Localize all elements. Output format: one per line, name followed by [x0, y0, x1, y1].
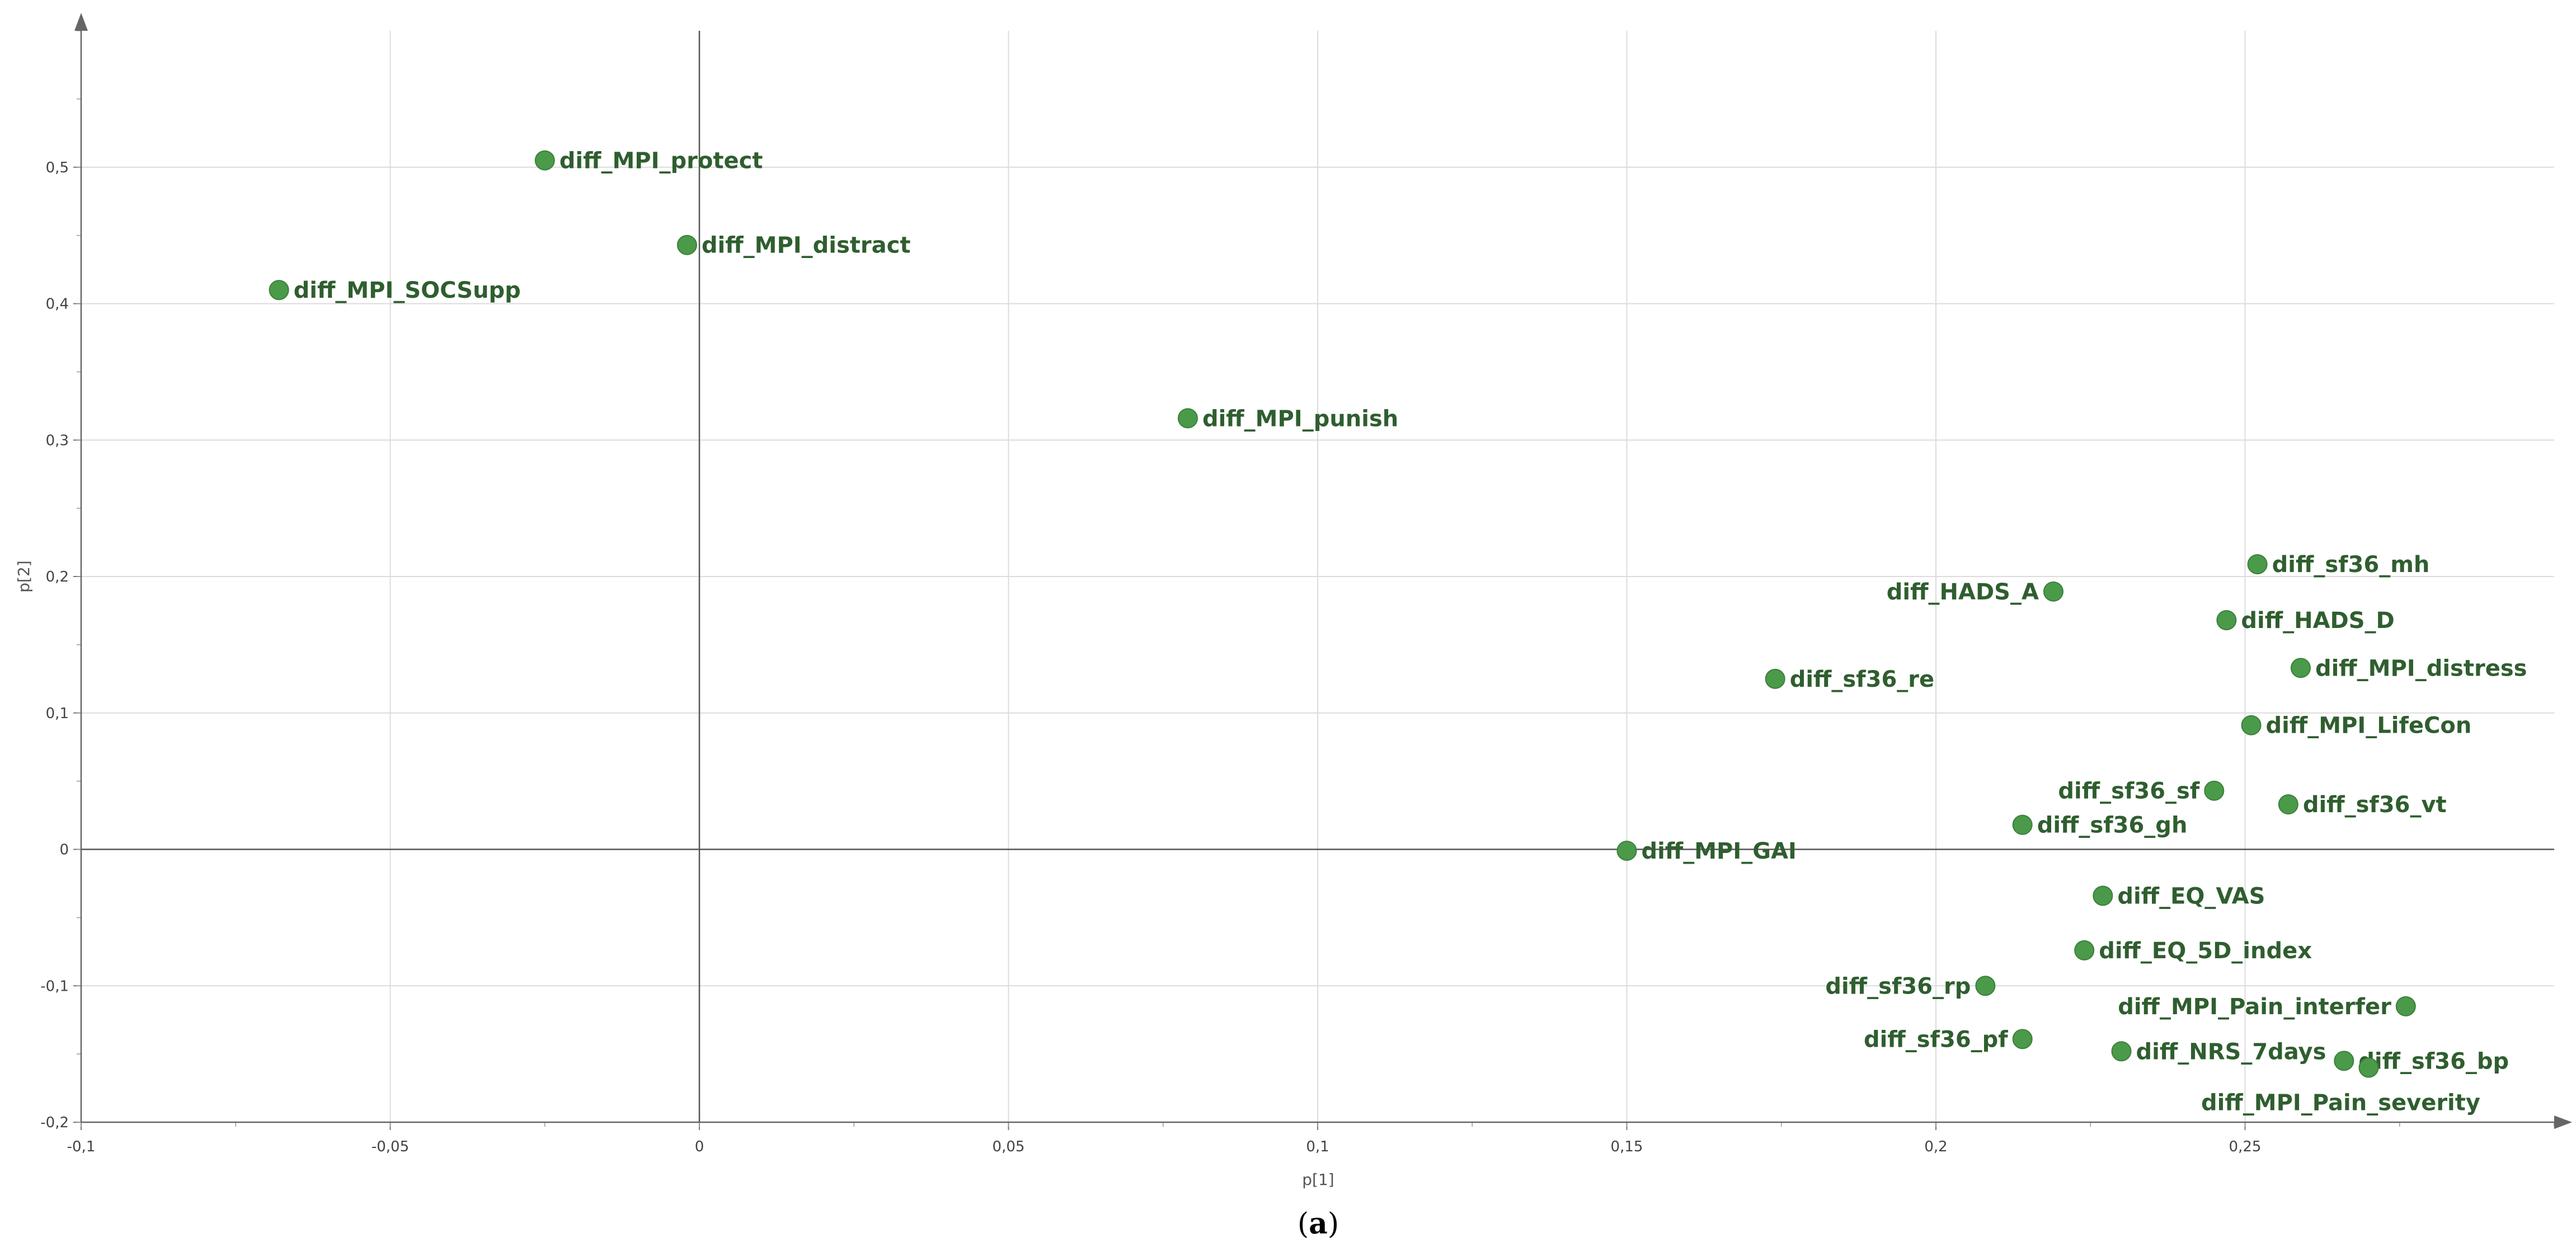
data-point-label: diff_sf36_mh	[2272, 552, 2430, 578]
grid-lines	[81, 31, 2554, 1122]
data-point-label: diff_sf36_rp	[1825, 973, 1971, 999]
data-point	[676, 235, 697, 255]
y-tick-label: 0,4	[46, 296, 69, 313]
data-point-label: diff_MPI_protect	[560, 148, 763, 174]
y-axis-label: p[2]	[15, 560, 33, 592]
x-tick-label: 0,1	[1306, 1138, 1329, 1155]
data-point	[2290, 658, 2311, 678]
x-tick-label: 0,2	[1924, 1138, 1947, 1155]
data-point-label: diff_sf36_re	[1790, 667, 1934, 692]
data-point	[2334, 1051, 2354, 1071]
axes	[73, 13, 2572, 1130]
data-point	[269, 280, 289, 301]
data-point	[1177, 408, 1198, 429]
x-axis-arrow	[2554, 1116, 2572, 1129]
y-tick-label: 0,1	[46, 705, 69, 722]
data-point-label: diff_MPI_Pain_interfer	[2118, 994, 2391, 1020]
data-point	[2204, 780, 2225, 801]
y-tick-label: 0	[59, 842, 69, 859]
data-point-label: diff_MPI_Pain_severity	[2201, 1090, 2480, 1116]
caption-close: )	[1328, 1207, 1339, 1241]
data-point	[2111, 1041, 2132, 1062]
data-point	[1616, 840, 1637, 861]
data-point-label: diff_NRS_7days	[2136, 1039, 2326, 1065]
x-tick-label: -0,1	[67, 1138, 96, 1155]
x-tick-label: 0,05	[993, 1138, 1025, 1155]
data-point-label: diff_MPI_SOCSupp	[294, 278, 521, 303]
data-point	[2012, 814, 2033, 835]
x-tick-label: 0,15	[1611, 1138, 1643, 1155]
tick-labels: -0,1 -0,05 0 0,05 0,1 0,15 0,2 0,25 -0,2 -0,1 0 0,1…	[40, 160, 2261, 1155]
data-point	[2278, 794, 2298, 815]
data-point-label: diff_HADS_A	[1887, 579, 2039, 605]
data-points: diff_MPI_protect diff_MPI_distract diff_MP…	[269, 148, 2527, 1116]
data-point	[2395, 996, 2416, 1016]
data-point	[534, 150, 555, 171]
figure-caption: (a)	[1298, 1207, 1339, 1241]
data-point-label: diff_MPI_punish	[1202, 406, 1398, 432]
data-point-label: diff_sf36_vt	[2303, 792, 2447, 818]
data-point	[2241, 715, 2262, 735]
x-axis-label: p[1]	[1302, 1170, 1334, 1189]
data-point	[2012, 1029, 2033, 1049]
data-point	[2093, 885, 2113, 906]
data-point-label: diff_HADS_D	[2241, 608, 2394, 634]
data-point-label: diff_MPI_distract	[702, 233, 911, 259]
data-point-label: diff_sf36_bp	[2358, 1048, 2509, 1074]
data-point	[1975, 976, 1996, 996]
x-tick-label: -0,05	[372, 1138, 409, 1155]
x-tick-label: 0	[695, 1138, 704, 1155]
data-point	[2043, 581, 2063, 602]
data-point-label: diff_EQ_5D_index	[2099, 938, 2312, 964]
data-point-label: diff_sf36_pf	[1864, 1027, 2008, 1052]
caption-letter: a	[1309, 1207, 1328, 1241]
data-point	[1765, 668, 1785, 689]
data-point	[2074, 940, 2095, 960]
data-point	[2358, 1057, 2379, 1078]
data-point-label: diff_sf36_sf	[2058, 779, 2199, 804]
data-point-label: diff_MPI_GAI	[1642, 838, 1797, 864]
y-tick-label: -0,1	[40, 978, 69, 995]
data-point	[2247, 554, 2268, 575]
x-tick-label: 0,25	[2229, 1138, 2262, 1155]
y-tick-label: 0,2	[46, 569, 69, 585]
data-point-label: diff_MPI_LifeCon	[2266, 713, 2472, 739]
data-point-label: diff_EQ_VAS	[2117, 883, 2265, 909]
y-axis-arrow	[74, 13, 88, 31]
y-tick-label: 0,5	[46, 160, 69, 176]
data-point-label: diff_sf36_gh	[2037, 813, 2188, 838]
y-tick-label: -0,2	[40, 1114, 69, 1131]
data-point-label: diff_MPI_distress	[2315, 655, 2527, 681]
data-point	[2216, 610, 2237, 630]
y-tick-label: 0,3	[46, 432, 69, 449]
caption-open: (	[1298, 1207, 1309, 1241]
